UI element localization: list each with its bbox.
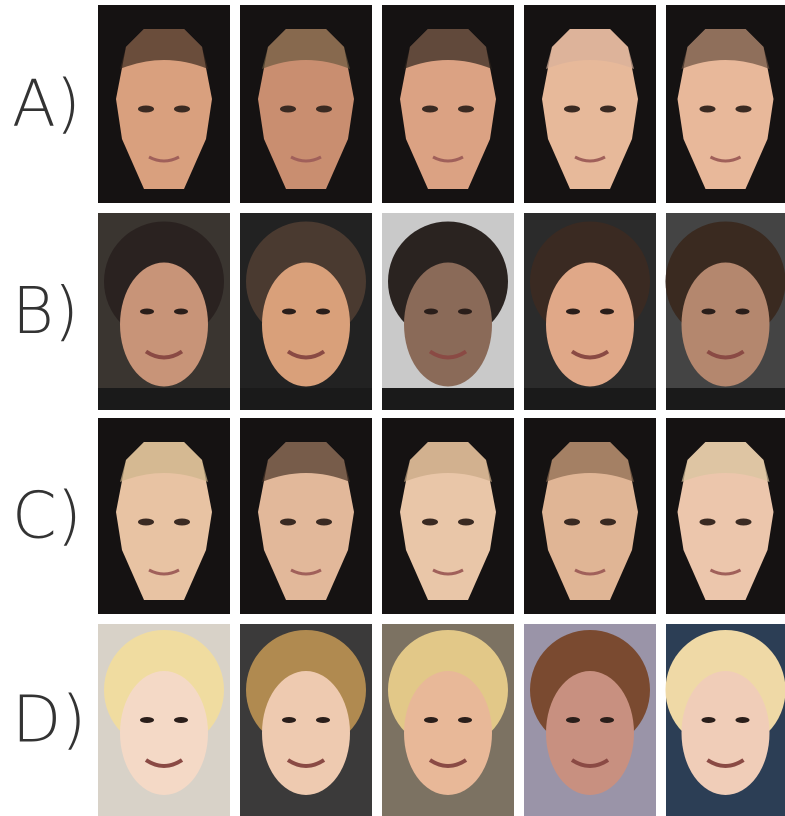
collar bbox=[382, 388, 514, 410]
eye bbox=[138, 519, 154, 526]
eye bbox=[564, 519, 580, 526]
eye bbox=[566, 309, 580, 315]
eye bbox=[140, 717, 154, 723]
figure: A) B) C) D) bbox=[0, 0, 785, 816]
face-panel bbox=[666, 213, 785, 410]
face-panel bbox=[240, 5, 372, 203]
eye bbox=[422, 106, 438, 113]
face-panel bbox=[382, 418, 514, 614]
face-panel bbox=[524, 624, 656, 816]
face-panel bbox=[666, 418, 785, 614]
eye bbox=[174, 106, 190, 113]
eye bbox=[282, 309, 296, 315]
collar bbox=[240, 388, 372, 410]
eye bbox=[280, 106, 296, 113]
face-panel bbox=[524, 5, 656, 203]
face-panel bbox=[98, 5, 230, 203]
eye bbox=[316, 309, 330, 315]
face-panel bbox=[98, 213, 230, 410]
eye bbox=[138, 106, 154, 113]
eye bbox=[174, 519, 190, 526]
eye bbox=[174, 717, 188, 723]
eye bbox=[174, 309, 188, 315]
eye bbox=[702, 309, 716, 315]
face bbox=[404, 671, 492, 795]
collar bbox=[524, 388, 656, 410]
eye bbox=[316, 717, 330, 723]
row-label: B) bbox=[12, 275, 79, 349]
face bbox=[262, 671, 350, 795]
collar bbox=[98, 388, 230, 410]
eye bbox=[566, 717, 580, 723]
face bbox=[546, 263, 634, 387]
eye bbox=[600, 519, 616, 526]
face bbox=[546, 671, 634, 795]
eye bbox=[140, 309, 154, 315]
eye bbox=[280, 519, 296, 526]
face-panel bbox=[524, 418, 656, 614]
eye bbox=[700, 519, 716, 526]
eye bbox=[736, 309, 750, 315]
face-panel bbox=[240, 418, 372, 614]
eye bbox=[736, 519, 752, 526]
eye bbox=[422, 519, 438, 526]
eye bbox=[600, 106, 616, 113]
face bbox=[682, 671, 770, 795]
eye bbox=[700, 106, 716, 113]
eye bbox=[564, 106, 580, 113]
eye bbox=[600, 309, 614, 315]
face bbox=[404, 263, 492, 387]
face-panel bbox=[98, 418, 230, 614]
face bbox=[262, 263, 350, 387]
eye bbox=[282, 717, 296, 723]
row-label: C) bbox=[12, 480, 82, 554]
eye bbox=[458, 106, 474, 113]
eye bbox=[458, 309, 472, 315]
eye bbox=[736, 106, 752, 113]
row-label: D) bbox=[12, 684, 86, 758]
eye bbox=[702, 717, 716, 723]
eye bbox=[736, 717, 750, 723]
face-panel bbox=[666, 624, 785, 816]
eye bbox=[316, 106, 332, 113]
face-panel bbox=[382, 213, 514, 410]
eye bbox=[316, 519, 332, 526]
collar bbox=[666, 388, 785, 410]
face-panel bbox=[666, 5, 785, 203]
face-panel bbox=[382, 5, 514, 203]
face bbox=[120, 671, 208, 795]
face bbox=[120, 263, 208, 387]
face bbox=[682, 263, 770, 387]
face-panel bbox=[240, 213, 372, 410]
face-panel bbox=[524, 213, 656, 410]
eye bbox=[458, 717, 472, 723]
eye bbox=[600, 717, 614, 723]
eye bbox=[424, 309, 438, 315]
eye bbox=[458, 519, 474, 526]
row-label: A) bbox=[12, 68, 81, 142]
face-panel bbox=[240, 624, 372, 816]
eye bbox=[424, 717, 438, 723]
face-panel bbox=[382, 624, 514, 816]
page: A)B)C)D) (() => { const data = JSON.pars… bbox=[0, 0, 785, 816]
face-panel bbox=[98, 624, 230, 816]
